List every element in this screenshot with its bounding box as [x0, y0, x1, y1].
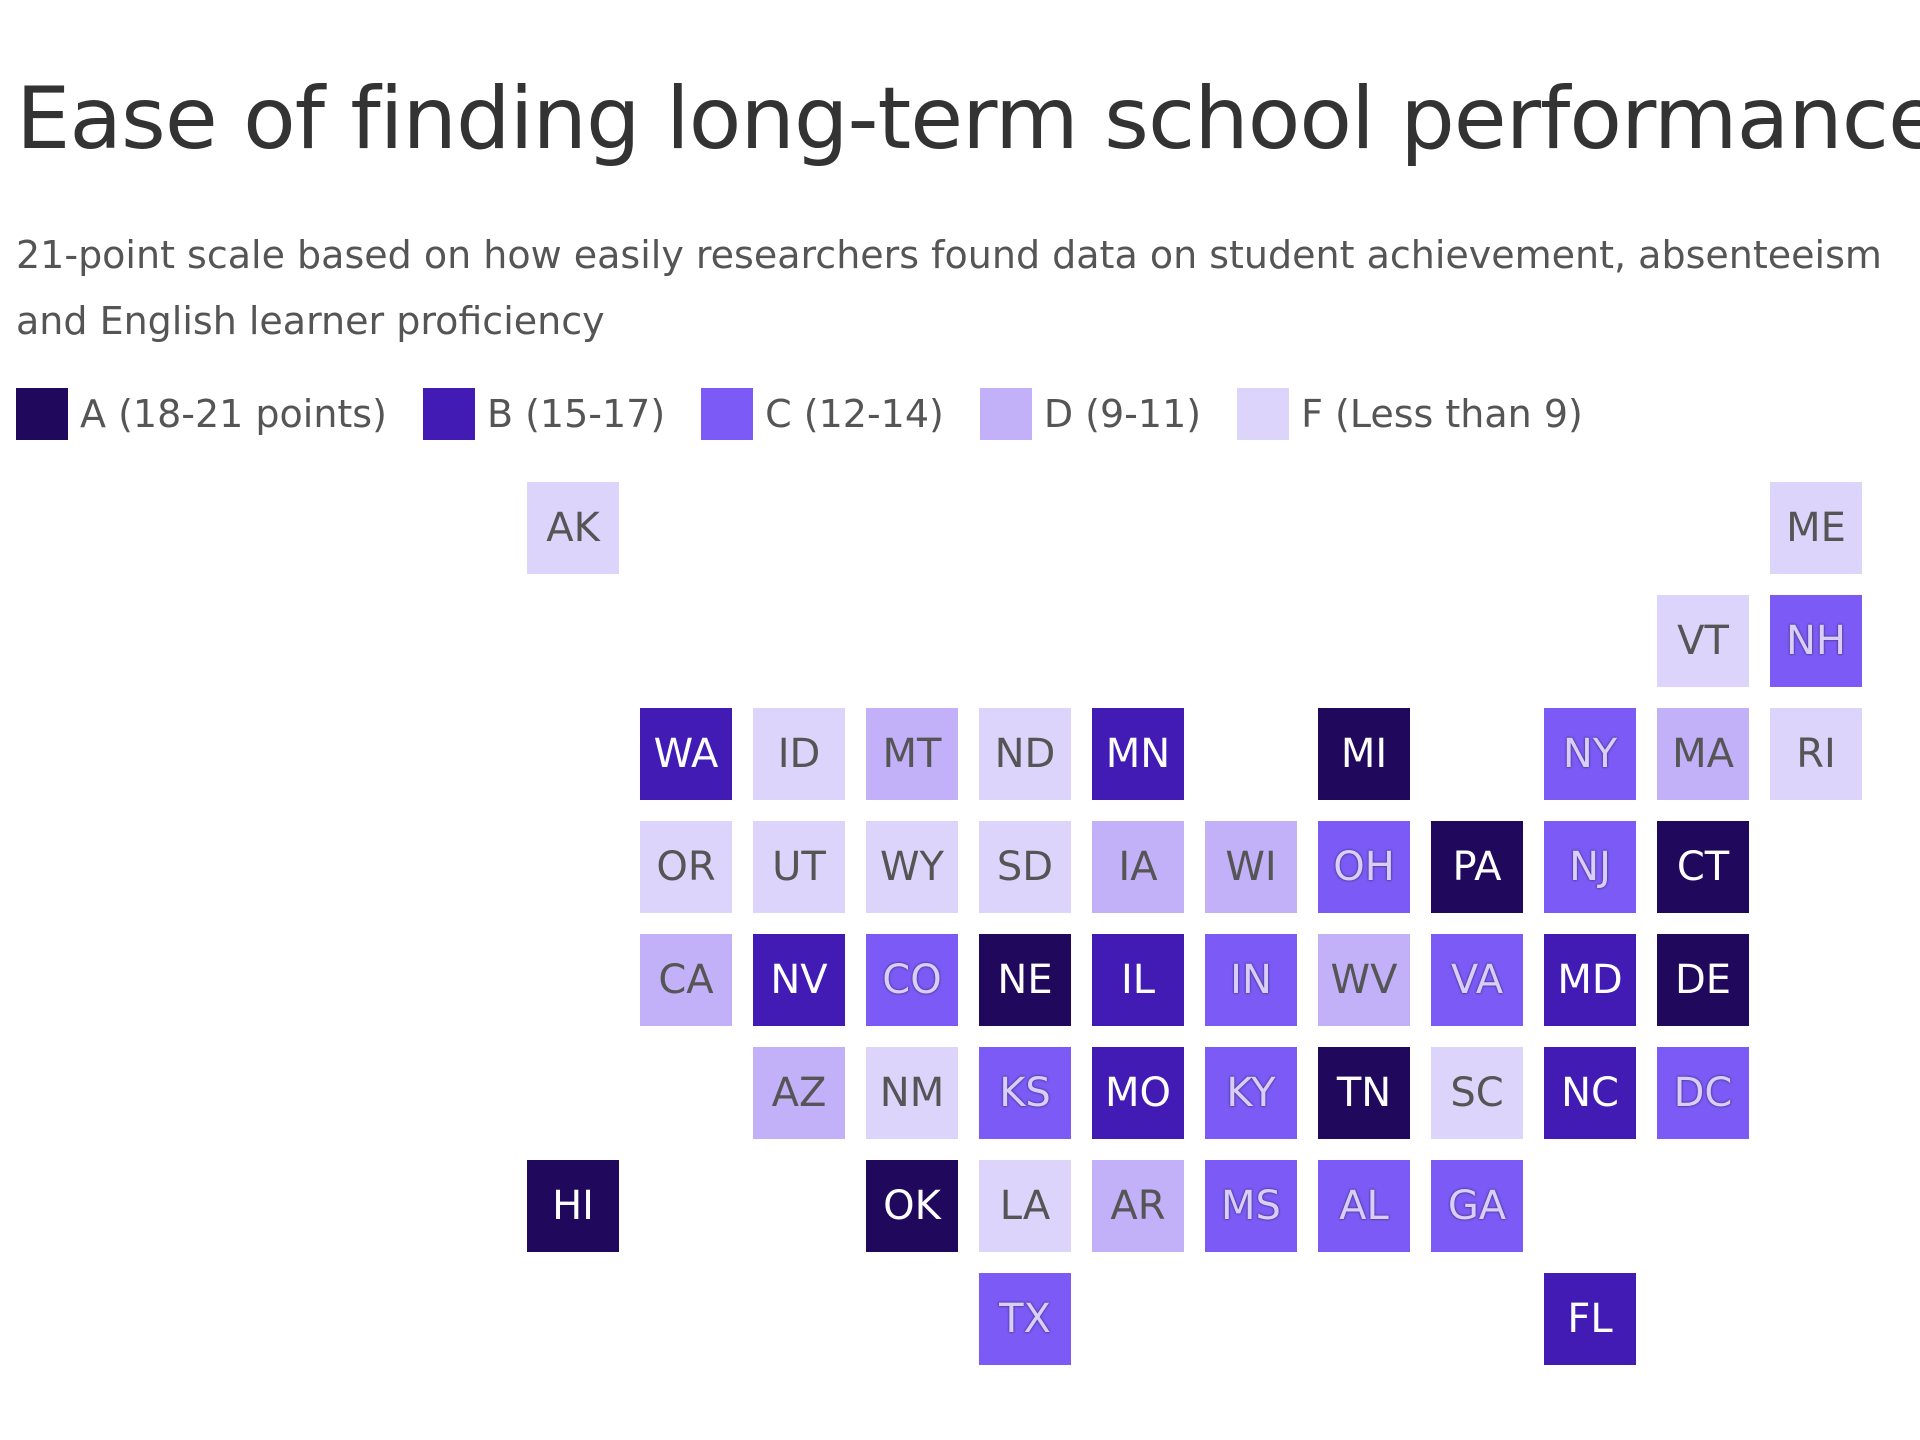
- state-tile-nc: NC: [1544, 1047, 1636, 1139]
- state-tile-nj: NJ: [1544, 821, 1636, 913]
- state-tile-ca: CA: [640, 934, 732, 1026]
- state-tile-ar: AR: [1092, 1160, 1184, 1252]
- legend-item-b: B (15-17): [422, 388, 666, 440]
- state-tile-nh: NH: [1770, 595, 1862, 687]
- state-tile-ny: NY: [1544, 708, 1636, 800]
- chart-title: Ease of finding long-term school perform…: [16, 69, 1920, 169]
- legend-swatch-c: [701, 388, 754, 440]
- legend-label-a: A (18-21 points): [80, 392, 387, 436]
- state-tile-de: DE: [1657, 934, 1749, 1026]
- legend-swatch-d: [979, 388, 1032, 440]
- state-tile-va: VA: [1431, 934, 1523, 1026]
- state-tile-ks: KS: [979, 1047, 1071, 1139]
- state-tile-nd: ND: [979, 708, 1071, 800]
- state-tile-nm: NM: [866, 1047, 958, 1139]
- legend-swatch-a: [16, 388, 68, 440]
- state-tile-la: LA: [979, 1160, 1071, 1252]
- state-tile-ky: KY: [1205, 1047, 1297, 1139]
- state-tile-md: MD: [1544, 934, 1636, 1026]
- state-tile-ok: OK: [866, 1160, 958, 1252]
- state-tile-al: AL: [1318, 1160, 1410, 1252]
- state-tile-sd: SD: [979, 821, 1071, 913]
- legend-label-b: B (15-17): [486, 392, 666, 436]
- state-tile-ia: IA: [1092, 821, 1184, 913]
- state-tile-ne: NE: [979, 934, 1071, 1026]
- state-tile-wi: WI: [1205, 821, 1297, 913]
- state-tile-ri: RI: [1770, 708, 1862, 800]
- state-tile-wy: WY: [866, 821, 958, 913]
- legend-item-f: F (Less than 9): [1237, 388, 1583, 440]
- state-tile-ma: MA: [1657, 708, 1749, 800]
- legend-swatch-b: [422, 388, 475, 440]
- state-tile-dc: DC: [1657, 1047, 1749, 1139]
- state-tile-id: ID: [753, 708, 845, 800]
- legend-label-c: C (12-14): [765, 392, 944, 436]
- state-tile-co: CO: [866, 934, 958, 1026]
- state-tile-tx: TX: [979, 1273, 1071, 1365]
- state-tile-ms: MS: [1205, 1160, 1297, 1252]
- state-tile-me: ME: [1770, 482, 1862, 574]
- state-tile-il: IL: [1092, 934, 1184, 1026]
- state-tile-mn: MN: [1092, 708, 1184, 800]
- state-tile-in: IN: [1205, 934, 1297, 1026]
- state-tile-mt: MT: [866, 708, 958, 800]
- state-tile-ak: AK: [527, 482, 619, 574]
- legend-item-c: C (12-14): [701, 388, 944, 440]
- state-tile-ga: GA: [1431, 1160, 1523, 1252]
- state-tile-wa: WA: [640, 708, 732, 800]
- state-tile-tn: TN: [1318, 1047, 1410, 1139]
- chart-subtitle: 21-point scale based on how easily resea…: [16, 233, 1882, 343]
- state-tile-or: OR: [640, 821, 732, 913]
- state-tile-mo: MO: [1092, 1047, 1184, 1139]
- legend-item-a: A (18-21 points): [16, 388, 387, 440]
- state-tile-oh: OH: [1318, 821, 1410, 913]
- state-tile-fl: FL: [1544, 1273, 1636, 1365]
- state-tile-vt: VT: [1657, 595, 1749, 687]
- state-tile-hi: HI: [527, 1160, 619, 1252]
- state-tile-mi: MI: [1318, 708, 1410, 800]
- state-tile-ct: CT: [1657, 821, 1749, 913]
- legend-label-d: D (9-11): [1043, 392, 1202, 436]
- legend-item-d: D (9-11): [979, 388, 1202, 440]
- state-tile-pa: PA: [1431, 821, 1523, 913]
- legend-label-f: F (Less than 9): [1301, 392, 1583, 436]
- legend: A (18-21 points) B (15-17) C (12-14) D (…: [16, 388, 1619, 440]
- state-tile-sc: SC: [1431, 1047, 1523, 1139]
- state-tile-az: AZ: [753, 1047, 845, 1139]
- state-tile-ut: UT: [753, 821, 845, 913]
- state-tile-wv: WV: [1318, 934, 1410, 1026]
- legend-swatch-f: [1237, 388, 1290, 440]
- state-tile-nv: NV: [753, 934, 845, 1026]
